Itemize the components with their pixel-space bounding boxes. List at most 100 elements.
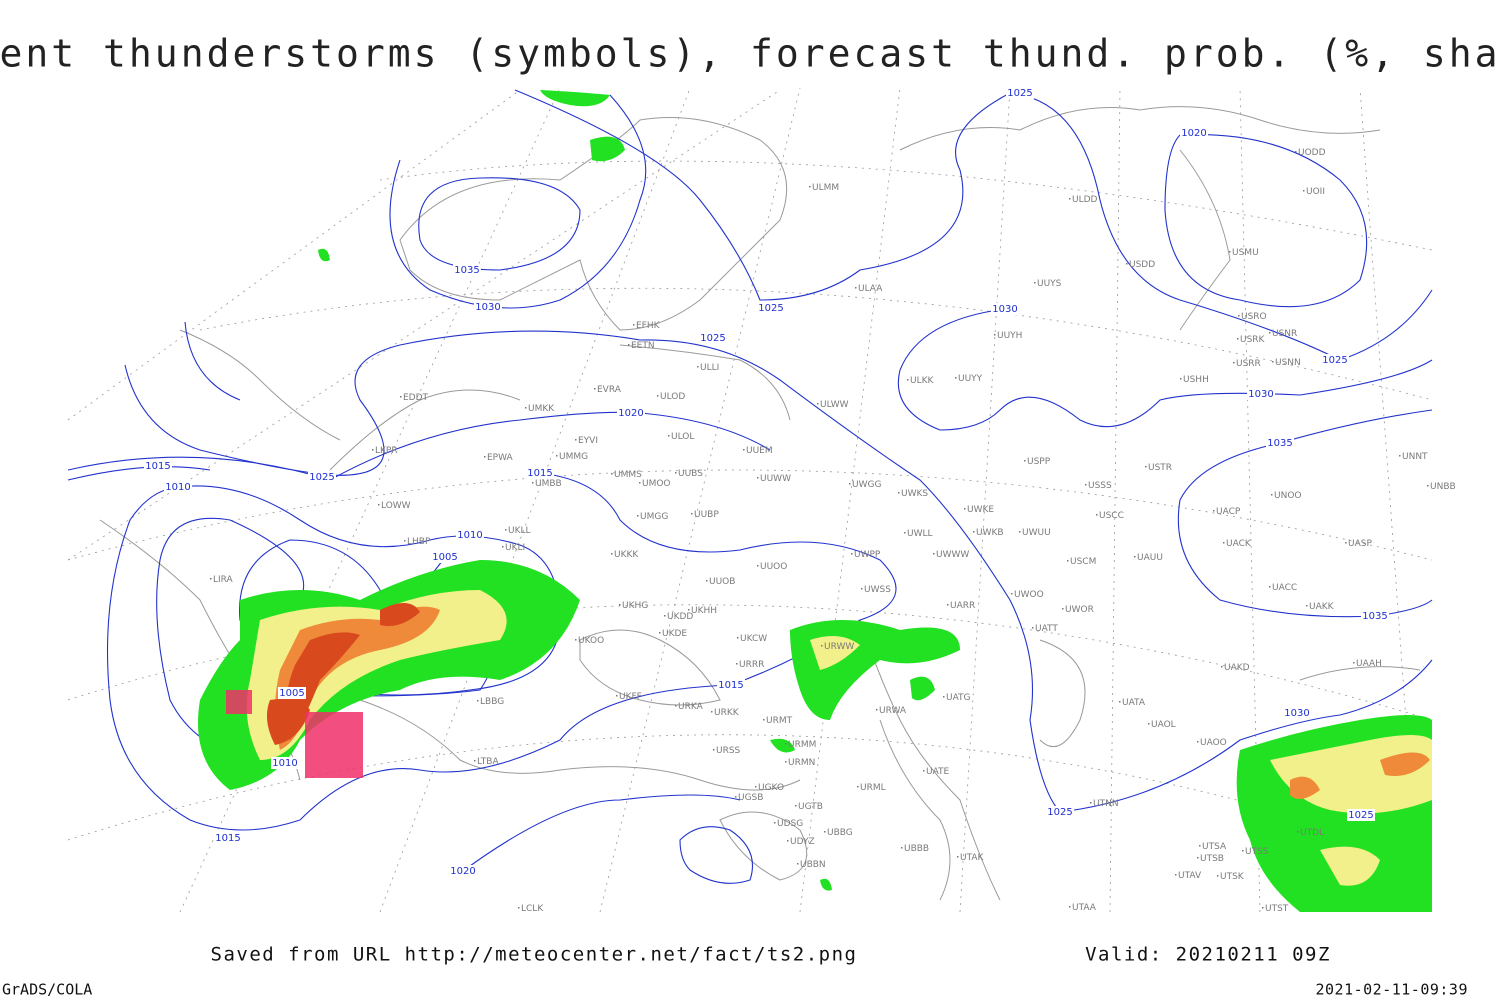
isobar-label-bg: [526, 467, 554, 479]
isobar-label: 1015: [718, 680, 743, 691]
station-label: ULKK: [910, 376, 935, 386]
station-label: UTSS: [1245, 847, 1269, 857]
station-label: UBBN: [800, 860, 826, 870]
station-dot: [1242, 850, 1244, 852]
station-label: EETN: [631, 341, 655, 351]
station-dot: [1297, 831, 1299, 833]
isobar-label-bg: [431, 551, 459, 563]
isobar-label-bg: [1283, 707, 1311, 719]
station-dot: [736, 663, 738, 665]
station-label: UATE: [926, 767, 950, 777]
isobar-label: 1035: [1267, 438, 1292, 449]
station-dot: [575, 439, 577, 441]
station-dot: [518, 907, 520, 909]
station-dot: [1024, 460, 1026, 462]
isobar-label-bg: [214, 832, 242, 844]
station-label: USRK: [1240, 335, 1266, 345]
station-dot: [1145, 466, 1147, 468]
station-dot: [1269, 332, 1271, 334]
station-dot: [787, 840, 789, 842]
station-label: UWUU: [1022, 528, 1051, 538]
station-label: LTBA: [477, 757, 499, 767]
station-label: UKHH: [691, 606, 717, 616]
station-dot: [657, 395, 659, 397]
station-dot: [711, 711, 713, 713]
station-dot: [1034, 282, 1036, 284]
station-label: LHBP: [407, 537, 431, 547]
station-dot: [1069, 198, 1071, 200]
station-label: UAKK: [1309, 602, 1335, 612]
station-label: URMM: [788, 740, 816, 750]
station-dot: [757, 565, 759, 567]
station-label: UDYZ: [790, 837, 815, 847]
station-dot: [785, 761, 787, 763]
station-label: UTSB: [1200, 854, 1224, 864]
station-dot: [1197, 741, 1199, 743]
station-label: URSS: [716, 746, 741, 756]
station-dot: [378, 504, 380, 506]
station-dot: [1199, 845, 1201, 847]
station-dot: [1126, 263, 1128, 265]
station-label: EFHK: [636, 321, 661, 331]
station-dot: [904, 532, 906, 534]
station-label: UAOL: [1151, 720, 1176, 730]
station-label: UKDE: [662, 629, 687, 639]
station-label: UATA: [1122, 698, 1146, 708]
station-label: UMMS: [614, 470, 642, 480]
isobar-label-bg: [456, 529, 484, 541]
station-dot: [855, 287, 857, 289]
station-label: UUOB: [709, 577, 735, 587]
station-label: USTR: [1148, 463, 1172, 473]
station-dot: [957, 856, 959, 858]
station-label: UTSA: [1202, 842, 1227, 852]
source-url: Saved from URL http://meteocenter.net/fa…: [211, 944, 858, 966]
isobar-label: 1025: [1047, 807, 1072, 818]
station-label: UMKK: [528, 404, 555, 414]
station-label: USCC: [1099, 511, 1124, 521]
station-label: LOWW: [381, 501, 411, 511]
station-dot: [210, 578, 212, 580]
station-label: USNR: [1272, 329, 1297, 339]
station-dot: [1262, 907, 1264, 909]
station-dot: [474, 760, 476, 762]
station-label: UNBB: [1430, 482, 1456, 492]
station-dot: [675, 705, 677, 707]
station-label: UACK: [1226, 539, 1252, 549]
station-dot: [898, 492, 900, 494]
station-dot: [372, 449, 374, 451]
station-dot: [923, 770, 925, 772]
station-label: UUEM: [746, 446, 773, 456]
station-dot: [797, 863, 799, 865]
station-label: UKLI: [505, 543, 525, 553]
station-dot: [1221, 666, 1223, 668]
station-label: UBBG: [827, 828, 853, 838]
isobar-label-bg: [1247, 388, 1275, 400]
station-dot: [1119, 701, 1121, 703]
station-dot: [1399, 455, 1401, 457]
isobar-label: 1030: [992, 304, 1017, 315]
isobar-label: 1015: [145, 461, 170, 472]
station-dot: [774, 822, 776, 824]
station-label: EPWA: [487, 453, 514, 463]
station-label: UATG: [946, 693, 971, 703]
station-label: UTAV: [1178, 871, 1202, 881]
station-label: UKLL: [508, 526, 531, 536]
station-dot: [713, 749, 715, 751]
station-label: UTNN: [1093, 799, 1119, 809]
station-dot: [849, 483, 851, 485]
station-label: URMT: [766, 716, 793, 726]
station-label: UUYY: [958, 374, 983, 384]
station-dot: [755, 786, 757, 788]
station-label: USMU: [1232, 248, 1259, 258]
isobar-label-bg: [164, 481, 192, 493]
isobar-label: 1035: [454, 265, 479, 276]
station-dot: [1269, 586, 1271, 588]
isobar-label: 1025: [700, 333, 725, 344]
isobar-label: 1025: [1007, 88, 1032, 99]
station-dot: [611, 553, 613, 555]
station-label: UGTB: [798, 802, 823, 812]
station-dot: [1067, 560, 1069, 562]
station-dot: [1345, 542, 1347, 544]
station-dot: [1272, 361, 1274, 363]
station-dot: [1306, 605, 1308, 607]
